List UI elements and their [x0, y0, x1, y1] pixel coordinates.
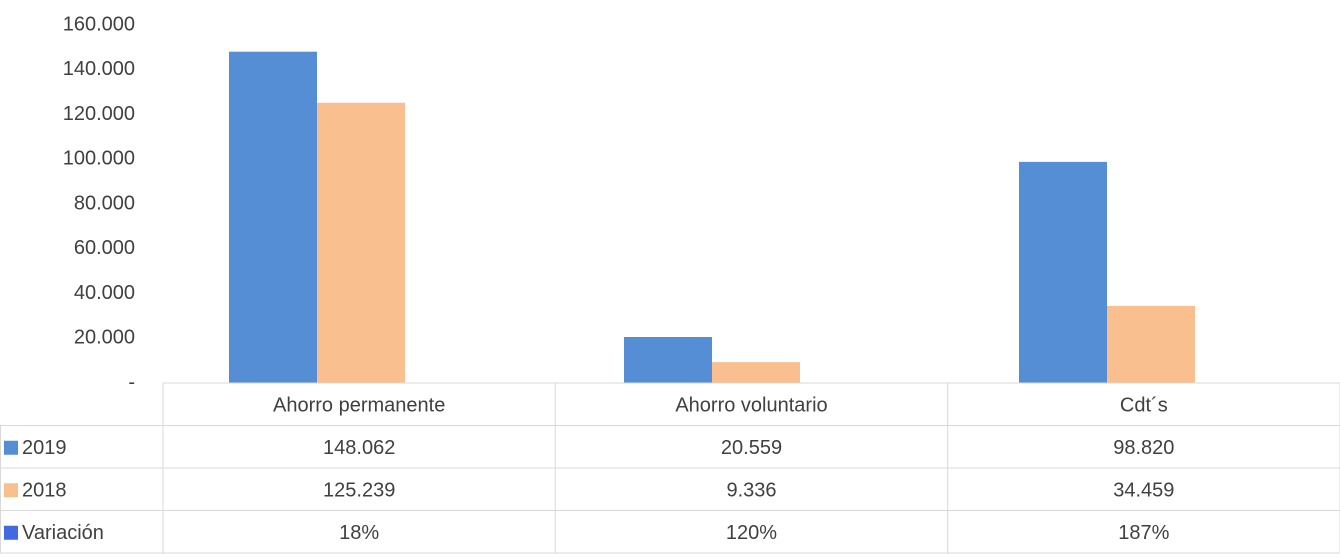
- bar: [229, 51, 317, 383]
- category-label: Cdt´s: [1120, 395, 1168, 417]
- legend-swatch: [4, 440, 18, 455]
- bar: [1107, 305, 1195, 383]
- category-label: Ahorro voluntario: [675, 395, 827, 417]
- y-tick-label: 120.000: [63, 103, 135, 125]
- table-value: 9.336: [726, 480, 776, 502]
- category-label: Ahorro permanente: [273, 395, 445, 417]
- table-value: 187%: [1118, 522, 1169, 544]
- y-tick-label: 20.000: [74, 327, 135, 349]
- bar: [1019, 161, 1107, 383]
- y-tick-label: 140.000: [63, 58, 135, 80]
- y-tick-label: -: [128, 371, 135, 393]
- table-value: 98.820: [1113, 437, 1174, 459]
- bar: [624, 336, 712, 383]
- y-tick-label: 40.000: [74, 282, 135, 304]
- y-tick-label: 60.000: [74, 237, 135, 259]
- table-value: 120%: [726, 522, 777, 544]
- y-tick-label: 80.000: [74, 192, 135, 214]
- legend-swatch: [4, 525, 18, 540]
- y-tick-label: 100.000: [63, 148, 135, 170]
- legend-label: 2018: [22, 480, 67, 502]
- table-value: 125.239: [323, 480, 395, 502]
- y-tick-label: 160.000: [63, 13, 135, 35]
- legend-swatch: [4, 483, 18, 498]
- bar: [712, 362, 800, 383]
- table-value: 34.459: [1113, 480, 1174, 502]
- legend-label: Variación: [22, 522, 104, 544]
- table-value: 18%: [339, 522, 379, 544]
- table-value: 20.559: [721, 437, 782, 459]
- bar: [317, 102, 405, 383]
- table-value: 148.062: [323, 437, 395, 459]
- legend-label: 2019: [22, 437, 67, 459]
